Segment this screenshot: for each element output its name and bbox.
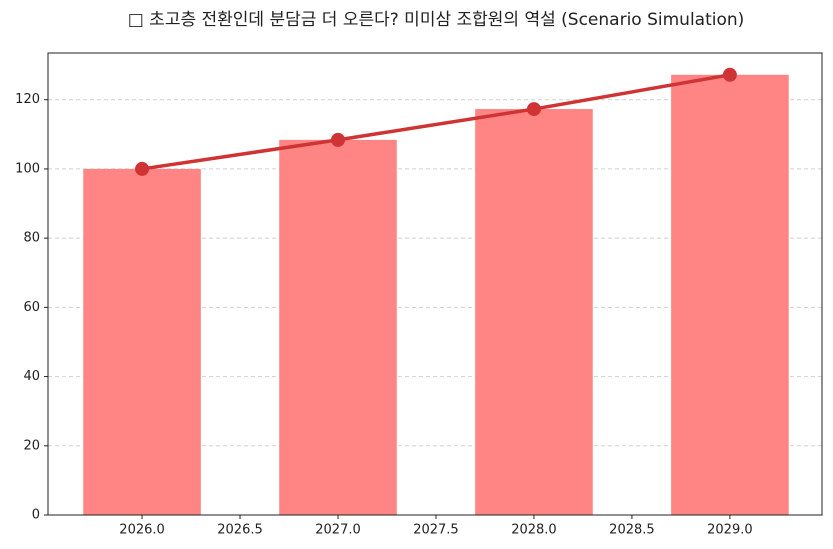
marker: [722, 67, 737, 82]
plot-frame: [47, 52, 823, 516]
line: [141, 73, 731, 171]
y-tick-label: 40: [23, 369, 40, 384]
x-tick-label: 2028.5: [609, 523, 655, 538]
x-tick-label: 2026.5: [217, 523, 263, 538]
bar: [279, 139, 397, 515]
bar: [671, 74, 789, 515]
y-tick-label: 120: [15, 92, 40, 107]
x-tick-label: 2027.0: [315, 523, 361, 538]
marker: [331, 132, 346, 147]
marker: [135, 161, 150, 176]
y-tick-label: 60: [23, 300, 40, 315]
y-tick-label: 80: [23, 231, 40, 246]
chart-title: □ 초고층 전환인데 분담금 더 오른다? 미미삼 조합원의 역설 (Scena…: [128, 10, 745, 30]
bar: [475, 109, 593, 515]
x-tick-label: 2028.0: [511, 523, 557, 538]
marker: [526, 102, 541, 117]
x-tick-label: 2027.5: [413, 523, 459, 538]
x-tick-label: 2026.0: [119, 523, 165, 538]
y-tick-label: 0: [32, 508, 40, 523]
x-tick-label: 2029.0: [707, 523, 753, 538]
bar: [83, 168, 201, 515]
y-tick-label: 100: [15, 161, 40, 176]
y-tick-label: 20: [23, 438, 40, 453]
